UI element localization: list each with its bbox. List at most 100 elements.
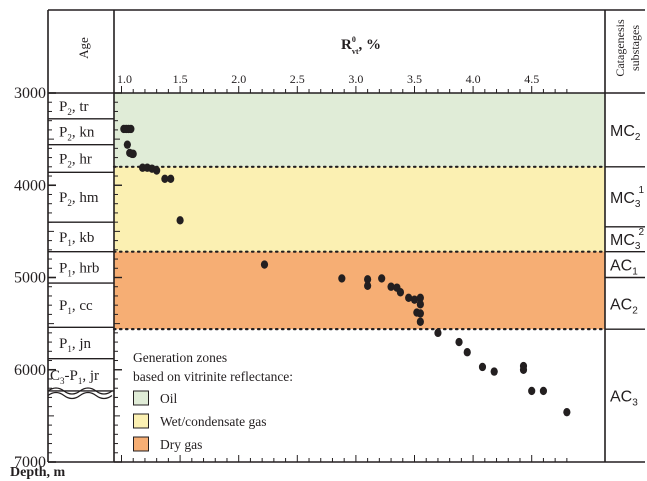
age-label-base: P <box>59 125 67 141</box>
data-point <box>416 309 424 318</box>
stage-label-sub: 1 <box>632 267 638 278</box>
age-label: P1, hrb <box>59 260 99 278</box>
stage-label: MC2 <box>610 123 641 143</box>
stage-label-base: MC <box>610 190 635 207</box>
chart-frame <box>47 9 645 463</box>
stage-label: AC1 <box>610 258 638 278</box>
age-label-base: C <box>50 368 60 384</box>
data-point <box>127 124 135 134</box>
age-label: P2, tr <box>59 99 89 117</box>
y-axis-title: Depth, m <box>10 465 66 480</box>
legend-title-line1: Generation zones <box>133 350 227 365</box>
x-tick-label: 1.0 <box>117 72 132 86</box>
stage-label-sub: 3 <box>635 241 641 252</box>
stage-label-base: AC <box>610 258 632 275</box>
age-label-sub: 1 <box>67 344 72 354</box>
legend-swatch <box>133 436 149 452</box>
age-label-name: , hm <box>72 190 99 206</box>
age-label-base: P <box>59 190 67 206</box>
age-label: P1, cc <box>59 298 93 316</box>
data-point <box>129 149 137 159</box>
x-axis-title-tail: , % <box>359 37 382 53</box>
stage-label-base: MC <box>610 232 635 249</box>
y-tick-label: 3000 <box>14 85 46 102</box>
x-axis-title-main: R <box>341 37 352 53</box>
data-point <box>416 317 424 326</box>
stage-label-sub: 3 <box>632 398 638 409</box>
legend-label: Wet/condensate gas <box>160 414 267 429</box>
legend-swatch <box>133 390 149 406</box>
data-point <box>167 174 175 183</box>
data-point <box>153 166 161 175</box>
stage-label-base: MC <box>610 123 635 140</box>
age-label-sub: 1 <box>67 306 72 316</box>
catagenesis-header-line1: Catagenesis <box>613 19 627 77</box>
data-point <box>563 407 571 417</box>
age-label-sub: 1 <box>78 376 83 386</box>
data-point <box>519 365 528 374</box>
zone-band-wet-condensate-gas <box>114 166 605 252</box>
ro-depth-series <box>120 124 571 417</box>
legend-label: Dry gas <box>160 437 202 452</box>
data-point <box>490 367 498 376</box>
data-point <box>123 140 131 149</box>
data-point <box>176 216 184 225</box>
age-label: P1, kb <box>59 230 94 248</box>
zone-boundaries <box>112 165 607 331</box>
data-point <box>364 275 372 284</box>
age-label-sub: 2 <box>67 198 72 208</box>
data-point <box>463 348 471 357</box>
y-tick-label: 7000 <box>14 454 46 471</box>
unconformity-line <box>47 387 113 395</box>
legend-swatch <box>133 413 149 429</box>
x-tick-label: 1.5 <box>173 72 188 86</box>
age-label-sub: 3 <box>60 376 65 386</box>
data-point <box>338 274 346 283</box>
data-point <box>387 282 395 291</box>
x-axis-title-sup: 0 <box>352 35 356 44</box>
y-tick-label: 4000 <box>14 177 46 194</box>
age-label-sub: 2 <box>67 107 72 117</box>
data-point <box>416 300 424 309</box>
data-point <box>410 295 419 304</box>
data-point <box>378 274 386 283</box>
unconformity-line <box>47 391 113 400</box>
age-label-base: P <box>59 298 67 314</box>
age-label-base: P <box>59 260 67 276</box>
age-label-name: , cc <box>72 298 93 314</box>
generation-zones <box>114 93 605 330</box>
age-header: Age <box>76 37 91 59</box>
x-tick-label: 3.0 <box>348 72 363 86</box>
stage-label-sub: 2 <box>635 132 641 143</box>
age-label-base: P <box>59 151 67 167</box>
x-tick-label: 4.0 <box>466 72 481 86</box>
legend: Generation zones based on vitrinite refle… <box>133 350 293 452</box>
data-point <box>539 386 548 396</box>
stage-label-base: AC <box>610 296 632 313</box>
stage-label-base: AC <box>610 389 632 406</box>
zone-band-dry-gas <box>114 251 605 330</box>
data-point <box>364 281 372 291</box>
stage-label: MC3 2 <box>610 227 644 252</box>
data-point <box>434 328 442 338</box>
age-label-base: P <box>59 336 67 352</box>
age-label-sub: 1 <box>67 268 72 278</box>
data-point <box>396 288 405 297</box>
stage-label-sup: 2 <box>638 227 644 238</box>
age-label-name: , tr <box>72 99 89 115</box>
age-label: P2, kn <box>59 125 95 143</box>
age-label-name: , hr <box>72 151 92 167</box>
stage-label: MC3 1 <box>610 185 644 210</box>
age-label-name: , kb <box>72 230 95 246</box>
stage-label-sub: 2 <box>632 305 638 316</box>
y-tick-label: 5000 <box>14 270 46 287</box>
data-point <box>416 293 424 302</box>
x-tick-label: 3.5 <box>407 72 422 86</box>
data-point <box>260 260 269 269</box>
data-point <box>161 174 169 183</box>
stage-label-sub: 3 <box>635 199 641 210</box>
data-point <box>528 386 536 396</box>
axis-ticks: 3000 4000 5000 6000 7000 1.0 1.5 2.0 2.5 3.0 3.5 4.… <box>14 72 568 471</box>
age-label-base: P <box>59 99 67 115</box>
